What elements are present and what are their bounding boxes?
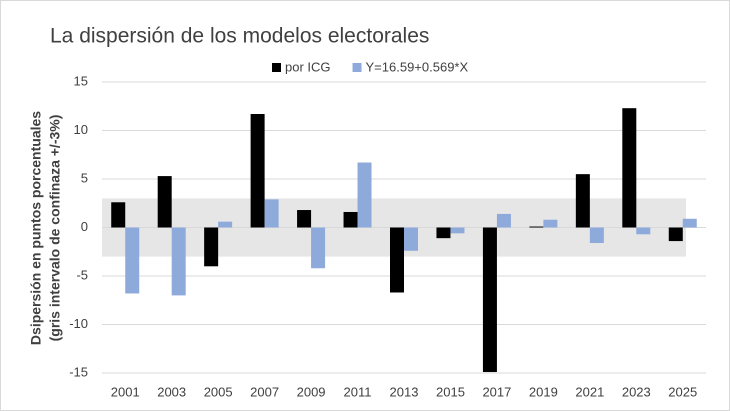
bar xyxy=(436,227,451,239)
x-tick-label: 2025 xyxy=(668,384,697,399)
y-tick-label: 0 xyxy=(81,219,88,234)
bar xyxy=(311,227,326,269)
bar xyxy=(450,227,465,234)
bar xyxy=(250,114,265,228)
x-tick-label: 2007 xyxy=(250,384,279,399)
bar xyxy=(404,227,418,251)
bar xyxy=(682,218,697,228)
y-axis-label: (gris intervalo de confinaza +/-3%) xyxy=(47,115,63,342)
x-tick-label: 2003 xyxy=(157,384,186,399)
bar xyxy=(297,210,312,228)
x-tick-label: 2017 xyxy=(482,384,511,399)
bar xyxy=(218,221,233,228)
bar xyxy=(157,176,172,228)
y-tick-label: -10 xyxy=(69,316,88,331)
bar xyxy=(390,227,404,293)
bar xyxy=(357,162,372,228)
y-axis-label: Dsipersión en puntos porcentuales xyxy=(28,111,44,345)
legend-label: Y=16.59+0.569*X xyxy=(366,59,469,74)
y-tick-label: -5 xyxy=(76,267,88,282)
bar xyxy=(575,174,590,228)
bar xyxy=(529,226,544,228)
bar xyxy=(543,219,558,228)
bar xyxy=(622,108,637,228)
x-tick-label: 2011 xyxy=(344,384,372,399)
legend-swatch xyxy=(352,63,362,72)
x-tick-label: 2021 xyxy=(575,384,604,399)
x-tick-label: 2015 xyxy=(436,384,465,399)
bar xyxy=(496,213,511,228)
bar xyxy=(343,211,358,228)
x-tick-label: 2023 xyxy=(622,384,651,399)
x-tick-label: 2005 xyxy=(204,384,233,399)
x-tick-label: 2019 xyxy=(529,384,558,399)
bar xyxy=(125,227,140,294)
y-tick-label: 10 xyxy=(74,122,88,137)
x-tick-label: 2001 xyxy=(111,384,140,399)
x-tick-label: 2013 xyxy=(390,384,419,399)
y-tick-label: 15 xyxy=(74,73,88,88)
legend-swatch xyxy=(272,63,281,72)
bar xyxy=(171,227,186,296)
bar xyxy=(636,227,651,235)
y-tick-label: -15 xyxy=(69,364,88,379)
bar xyxy=(668,227,683,242)
bar xyxy=(111,202,126,228)
legend-label: por ICG xyxy=(285,59,331,74)
bar xyxy=(589,227,604,244)
bar xyxy=(264,199,279,228)
x-tick-label: 2009 xyxy=(297,384,326,399)
y-tick-label: 5 xyxy=(81,170,88,185)
chart-title: La dispersión de los modelos electorales xyxy=(50,25,429,48)
bar xyxy=(482,227,497,373)
bar xyxy=(204,227,219,267)
